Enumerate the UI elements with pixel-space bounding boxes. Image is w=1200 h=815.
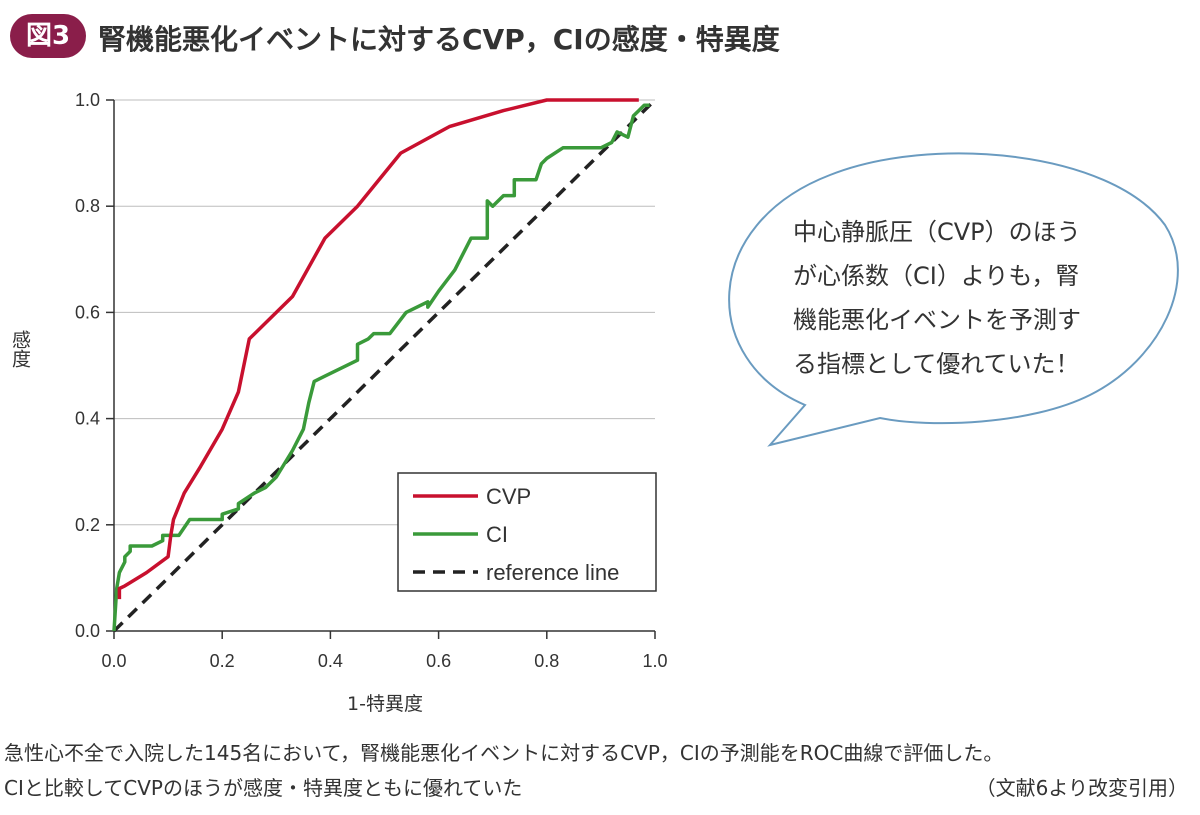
x-tick-label: 0.6 xyxy=(426,651,451,671)
legend-label: reference line xyxy=(486,560,619,585)
y-tick-label: 1.0 xyxy=(75,90,100,110)
caption-line-2: CIと比較してCVPのほうが感度・特異度ともに優れていた xyxy=(4,776,523,800)
series-group xyxy=(112,98,657,633)
source-citation: （文献6より改変引用） xyxy=(975,776,1188,800)
y-tick-label: 0.4 xyxy=(75,409,100,429)
caption-line-1: 急性心不全で入院した145名において，腎機能悪化イベントに対するCVP，CIの予… xyxy=(4,741,1004,765)
y-tick-label: 0.6 xyxy=(75,302,100,322)
y-tick-label: 0.2 xyxy=(75,515,100,535)
legend-label: CVP xyxy=(486,484,531,509)
callout-bubble: 中心静脈圧（CVP）のほう が心係数（CI）よりも，腎 機能悪化イベントを予測す… xyxy=(728,152,1179,447)
y-tick-labels: 0.0 0.2 0.4 0.6 0.8 1.0 xyxy=(75,90,100,641)
x-tick-label: 0.0 xyxy=(101,651,126,671)
callout-line-4: る指標として優れていた！ xyxy=(793,350,1080,378)
bubble-shape xyxy=(728,152,1179,447)
axes xyxy=(106,99,656,639)
y-axis-label: 感度 xyxy=(9,330,31,368)
series-line-reference-line xyxy=(112,98,657,633)
legend: CVP CI reference line xyxy=(397,472,657,592)
x-tick-label: 0.4 xyxy=(318,651,343,671)
x-axis-label: 1-特異度 xyxy=(347,693,423,715)
callout-line-1: 中心静脈圧（CVP）のほう xyxy=(793,218,1081,246)
legend-label: CI xyxy=(486,522,508,547)
x-tick-label: 1.0 xyxy=(642,651,667,671)
series-line-cvp xyxy=(117,98,639,600)
callout-line-2: が心係数（CI）よりも，腎 xyxy=(793,262,1079,290)
x-tick-label: 0.2 xyxy=(210,651,235,671)
figure-title: 腎機能悪化イベントに対するCVP，CIの感度・特異度 xyxy=(98,23,780,56)
x-tick-labels: 0.0 0.2 0.4 0.6 0.8 1.0 xyxy=(101,651,667,671)
x-tick-label: 0.8 xyxy=(534,651,559,671)
y-tick-label: 0.8 xyxy=(75,196,100,216)
callout-line-3: 機能悪化イベントを予測す xyxy=(793,306,1081,334)
y-tick-label: 0.0 xyxy=(75,621,100,641)
figure-badge: 図3 xyxy=(10,14,86,58)
grid-lines xyxy=(114,99,655,526)
series-line-ci xyxy=(112,103,650,632)
